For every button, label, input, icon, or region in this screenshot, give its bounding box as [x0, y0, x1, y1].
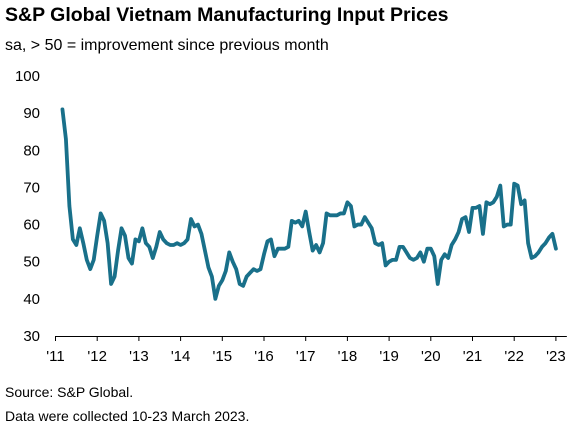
x-tick-label: '13	[129, 348, 149, 365]
x-tick-label: '12	[87, 348, 107, 365]
input-prices-series-line	[60, 107, 558, 301]
y-tick-label-50: 50	[23, 254, 40, 271]
data-collection-note: Data were collected 10-23 March 2023.	[5, 408, 250, 424]
y-tick-label-100: 100	[15, 68, 40, 85]
y-tick-label-90: 90	[23, 105, 40, 122]
x-tick-label: '23	[546, 348, 566, 365]
x-tick-label: '20	[421, 348, 441, 365]
source-note: Source: S&P Global.	[5, 384, 134, 400]
y-tick-label-40: 40	[23, 291, 40, 308]
x-tick-label: '18	[338, 348, 358, 365]
x-tick-label: '15	[213, 348, 233, 365]
x-tick-label: '21	[463, 348, 483, 365]
y-tick-label-60: 60	[23, 217, 40, 234]
y-tick-label-30: 30	[23, 328, 40, 345]
y-tick-label-80: 80	[23, 142, 40, 159]
x-tick-label: '16	[254, 348, 274, 365]
chart-title: S&P Global Vietnam Manufacturing Input P…	[5, 4, 449, 26]
x-tick-label: '22	[504, 348, 524, 365]
x-axis-ticks: '11 '12 '13 '14 '15 '16 '17 '18 '19 '20 '21 '22 '23	[46, 336, 566, 365]
x-tick-label: '19	[379, 348, 399, 365]
x-tick-label: '14	[171, 348, 191, 365]
y-axis-tick-labels: 30 40 50 60 70 80 90 100	[15, 68, 40, 345]
x-tick-label: '11	[46, 348, 64, 365]
chart-subtitle: sa, > 50 = improvement since previous mo…	[5, 37, 329, 54]
y-tick-label-70: 70	[23, 179, 40, 196]
x-tick-label: '17	[296, 348, 316, 365]
